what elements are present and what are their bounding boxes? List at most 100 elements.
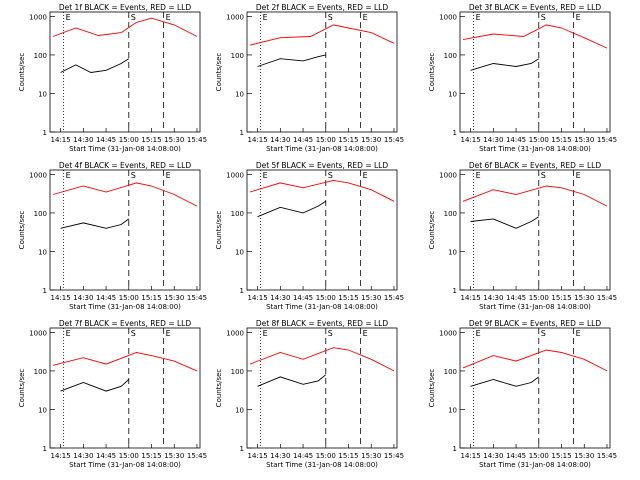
panel-7: Det 7f BLACK = Events, RED = LLD Counts/s…	[18, 319, 207, 469]
y-tick-label: 10	[235, 90, 244, 98]
x-tick-label: 15:45	[187, 452, 207, 460]
panel-title: Det 7f BLACK = Events, RED = LLD	[59, 319, 192, 328]
y-tick-label: 100	[34, 368, 47, 376]
y-tick-label: 1000	[439, 13, 457, 21]
series-lld-line	[249, 24, 395, 46]
panel-title: Det 8f BLACK = Events, RED = LLD	[256, 319, 389, 328]
plot-frame	[49, 11, 201, 133]
interval-marker-label: E	[576, 329, 581, 338]
x-tick-label: 15:00	[316, 294, 336, 302]
x-tick-label: 15:00	[119, 136, 139, 144]
x-tick-label: 15:45	[597, 452, 617, 460]
x-tick-label: 15:45	[384, 136, 404, 144]
y-tick-label: 10	[235, 248, 244, 256]
interval-marker-label: E	[576, 171, 581, 180]
x-tick-label: 15:30	[164, 136, 184, 144]
y-tick-label: 1	[453, 129, 457, 137]
x-tick-label: 14:30	[483, 452, 503, 460]
y-tick-label: 100	[34, 210, 47, 218]
y-tick-label: 10	[235, 406, 244, 414]
x-tick-label: 14:30	[270, 136, 290, 144]
y-tick-label: 1000	[29, 13, 47, 21]
interval-marker-label: E	[363, 13, 368, 22]
interval-marker-label: S	[541, 329, 546, 338]
y-axis-label: Counts/sec	[18, 369, 26, 408]
series-events-line	[60, 58, 130, 73]
x-tick-label: 14:15	[51, 452, 71, 460]
y-tick-label: 1	[240, 445, 244, 453]
y-axis-label: Counts/sec	[428, 369, 436, 408]
x-tick-label: 14:45	[293, 452, 313, 460]
interval-marker-label: S	[328, 13, 333, 22]
y-axis-label: Counts/sec	[428, 211, 436, 250]
x-axis-label: Start Time (31-Jan-08 14:08:00)	[69, 461, 181, 469]
interval-marker-label: E	[166, 13, 171, 22]
x-tick-label: 15:45	[187, 136, 207, 144]
y-tick-label: 10	[448, 90, 457, 98]
x-tick-label: 14:30	[483, 136, 503, 144]
y-tick-label: 100	[444, 52, 457, 60]
panel-2: Det 2f BLACK = Events, RED = LLD Counts/s…	[215, 3, 404, 153]
interval-marker-label: E	[66, 13, 71, 22]
x-tick-label: 15:15	[551, 452, 571, 460]
y-tick-label: 100	[34, 52, 47, 60]
x-tick-label: 14:45	[96, 136, 116, 144]
interval-marker-label: E	[66, 329, 71, 338]
series-events-line	[257, 200, 327, 218]
x-axis-label: Start Time (31-Jan-08 14:08:00)	[69, 145, 181, 153]
x-tick-label: 14:15	[248, 452, 268, 460]
y-axis-label: Counts/sec	[215, 369, 223, 408]
x-tick-label: 15:15	[551, 136, 571, 144]
series-lld-line	[249, 179, 395, 202]
panel-title: Det 4f BLACK = Events, RED = LLD	[59, 161, 192, 170]
interval-marker-label: E	[166, 329, 171, 338]
x-axis-label: Start Time (31-Jan-08 14:08:00)	[266, 303, 378, 311]
y-tick-label: 10	[448, 406, 457, 414]
y-tick-label: 1000	[226, 13, 244, 21]
x-axis-label: Start Time (31-Jan-08 14:08:00)	[479, 461, 591, 469]
x-axis-label: Start Time (31-Jan-08 14:08:00)	[69, 303, 181, 311]
x-tick-label: 14:15	[461, 136, 481, 144]
x-tick-label: 15:15	[141, 294, 161, 302]
series-events-line	[470, 216, 540, 229]
series-events-line	[470, 376, 540, 387]
interval-marker-label: E	[263, 171, 268, 180]
panel-4: Det 4f BLACK = Events, RED = LLD Counts/s…	[18, 161, 207, 311]
y-tick-label: 1000	[226, 329, 244, 337]
y-tick-label: 1	[43, 129, 47, 137]
y-axis-label: Counts/sec	[18, 53, 26, 92]
panel-8: Det 8f BLACK = Events, RED = LLD Counts/s…	[215, 319, 404, 469]
interval-marker-label: S	[328, 329, 333, 338]
y-tick-label: 10	[38, 248, 47, 256]
panel-title: Det 6f BLACK = Events, RED = LLD	[469, 161, 602, 170]
x-tick-label: 14:15	[461, 452, 481, 460]
series-events-line	[257, 374, 327, 387]
y-tick-label: 1	[43, 445, 47, 453]
y-tick-label: 10	[448, 248, 457, 256]
series-lld-line	[52, 182, 198, 207]
plot-frame	[49, 169, 201, 291]
x-axis-label: Start Time (31-Jan-08 14:08:00)	[266, 461, 378, 469]
series-events-line	[257, 54, 326, 67]
x-tick-label: 15:45	[384, 452, 404, 460]
x-tick-label: 14:15	[51, 136, 71, 144]
plot-frame	[49, 327, 201, 449]
x-tick-label: 15:00	[119, 294, 139, 302]
interval-marker-label: S	[541, 171, 546, 180]
x-tick-label: 15:00	[316, 136, 336, 144]
x-tick-label: 15:00	[119, 452, 139, 460]
x-tick-label: 14:30	[270, 452, 290, 460]
x-tick-label: 14:15	[461, 294, 481, 302]
y-tick-label: 1000	[29, 329, 47, 337]
interval-marker-label: S	[131, 13, 136, 22]
y-tick-label: 100	[231, 210, 244, 218]
y-tick-label: 1000	[439, 171, 457, 179]
x-tick-label: 15:45	[187, 294, 207, 302]
panel-title: Det 5f BLACK = Events, RED = LLD	[256, 161, 389, 170]
plot-frame	[246, 11, 398, 133]
y-tick-label: 100	[231, 52, 244, 60]
interval-marker-label: E	[166, 171, 171, 180]
x-tick-label: 15:00	[529, 294, 549, 302]
series-lld-line	[462, 24, 608, 49]
